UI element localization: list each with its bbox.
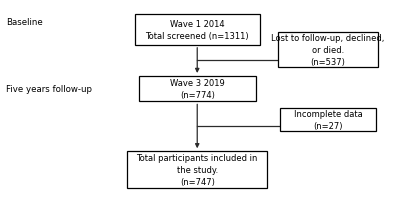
- Text: Incomplete data
(n=27): Incomplete data (n=27): [294, 109, 362, 130]
- FancyBboxPatch shape: [127, 151, 268, 188]
- FancyBboxPatch shape: [280, 108, 376, 131]
- Text: Lost to follow-up, declined,
or died.
(n=537): Lost to follow-up, declined, or died. (n…: [271, 34, 385, 66]
- FancyBboxPatch shape: [139, 76, 256, 102]
- Text: Wave 3 2019
(n=774): Wave 3 2019 (n=774): [170, 79, 225, 100]
- FancyBboxPatch shape: [135, 15, 260, 46]
- FancyBboxPatch shape: [278, 33, 378, 67]
- Text: Total participants included in
the study.
(n=747): Total participants included in the study…: [136, 153, 258, 186]
- Text: Wave 1 2014
Total screened (n=1311): Wave 1 2014 Total screened (n=1311): [146, 20, 249, 41]
- Text: Baseline: Baseline: [6, 18, 43, 27]
- Text: Five years follow-up: Five years follow-up: [6, 85, 92, 94]
